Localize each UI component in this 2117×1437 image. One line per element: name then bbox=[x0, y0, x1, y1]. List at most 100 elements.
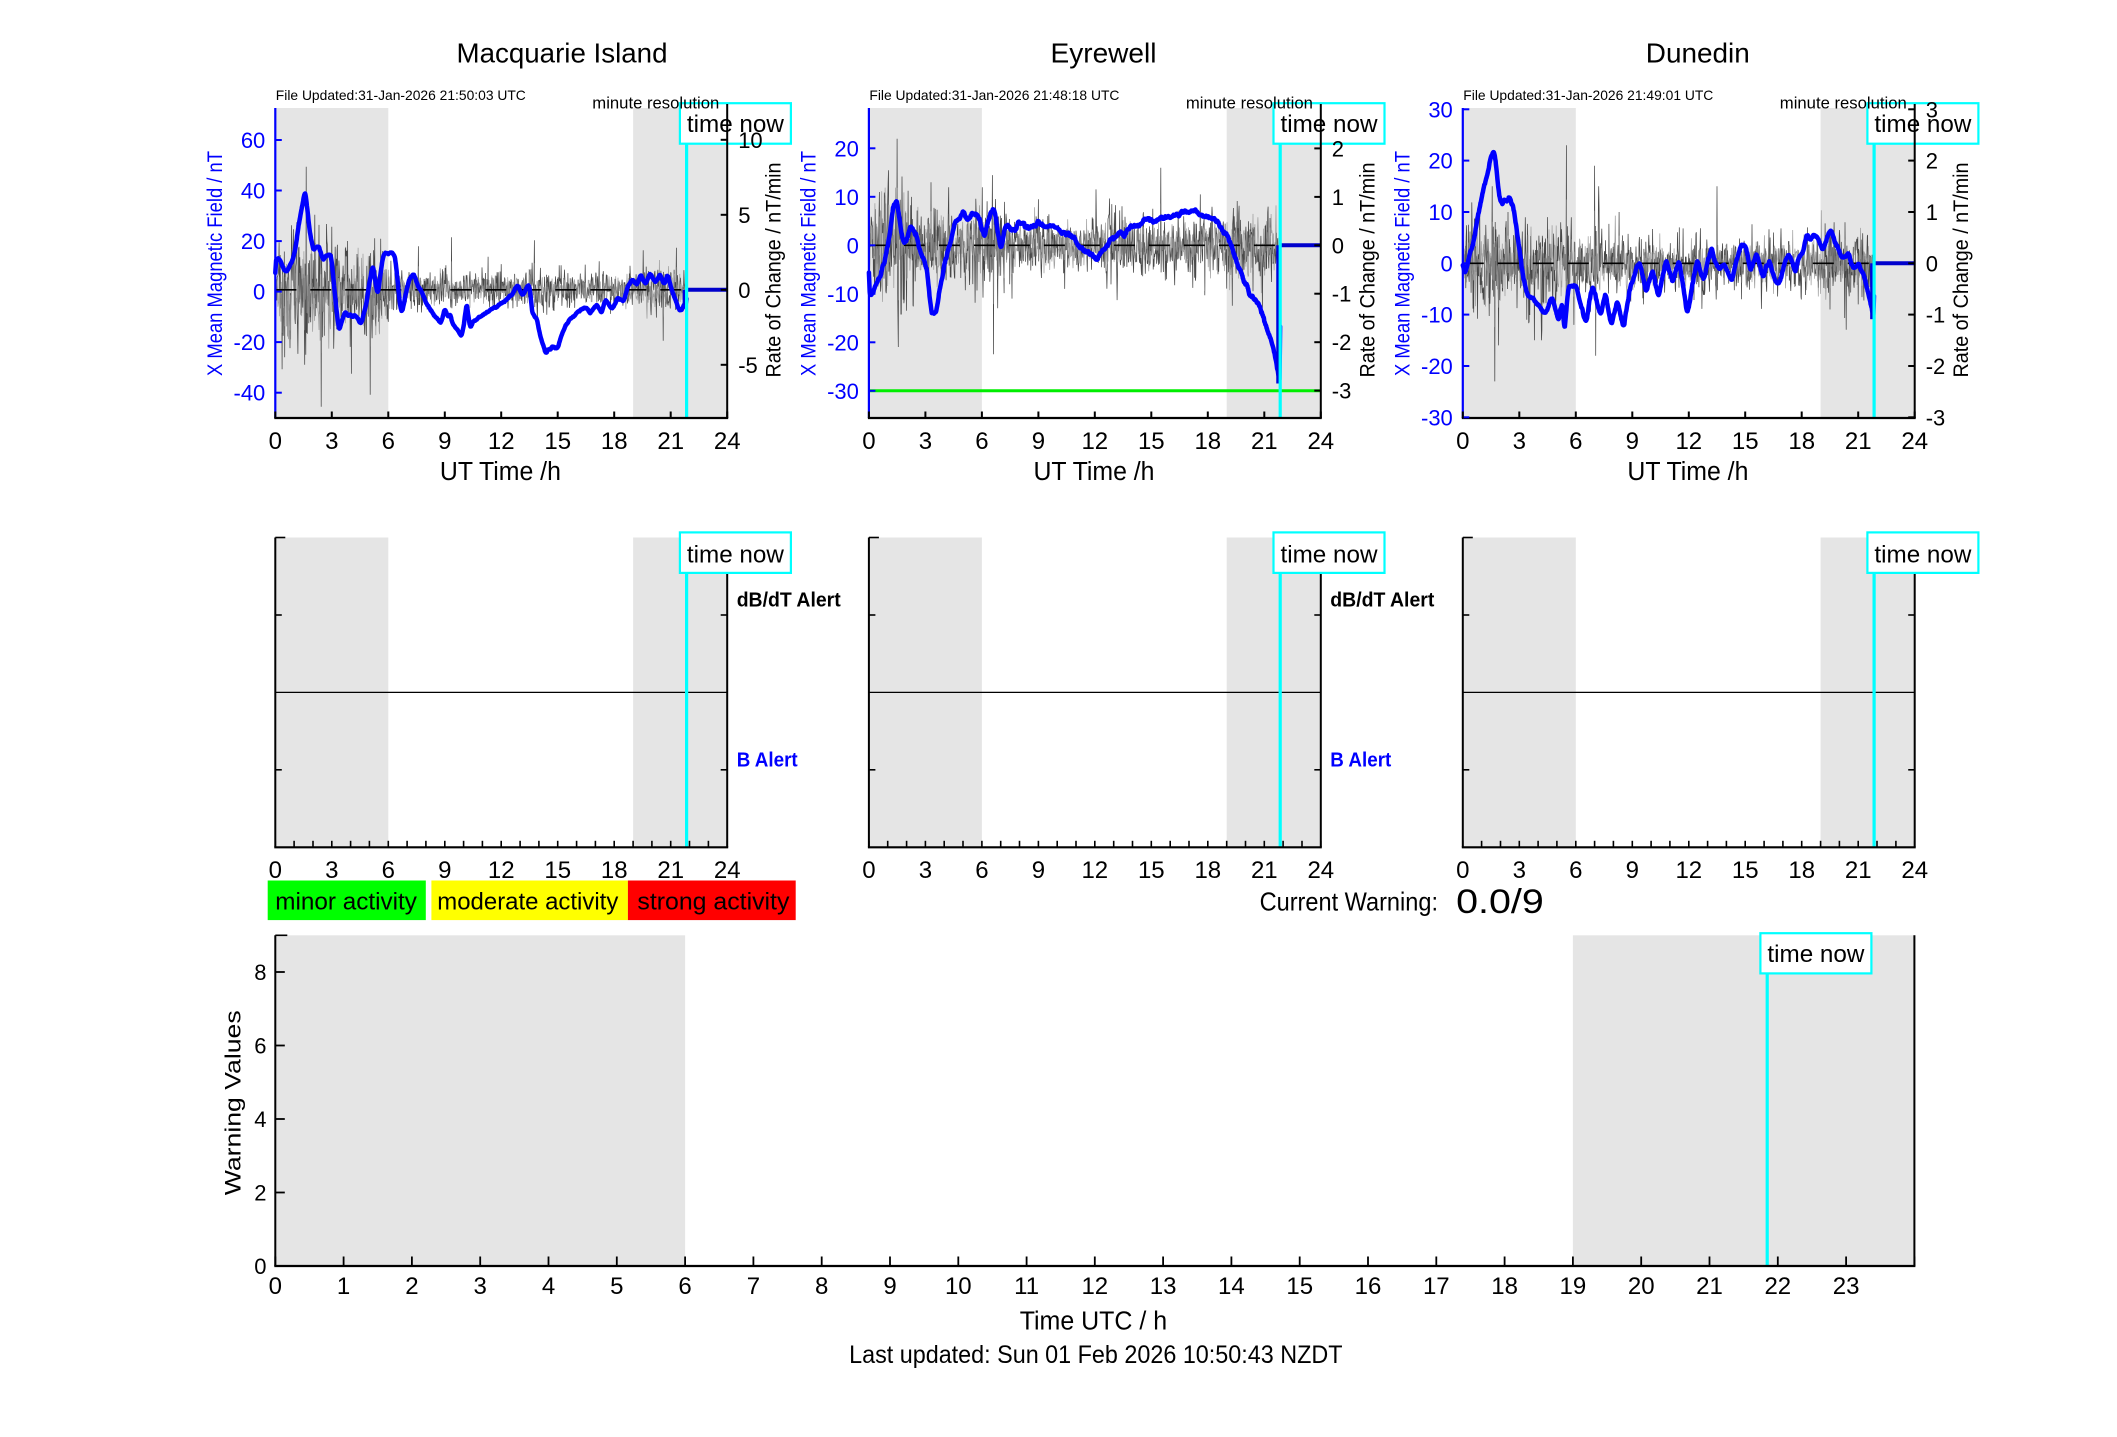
svg-text:18: 18 bbox=[601, 428, 628, 455]
svg-text:15: 15 bbox=[1286, 1273, 1313, 1300]
svg-text:Current Warning:: Current Warning: bbox=[1260, 887, 1438, 917]
svg-text:-2: -2 bbox=[1332, 330, 1352, 355]
svg-text:moderate activity: moderate activity bbox=[437, 889, 618, 916]
svg-text:1: 1 bbox=[1926, 200, 1938, 225]
svg-text:minute resolution: minute resolution bbox=[592, 93, 719, 112]
svg-text:-30: -30 bbox=[827, 379, 859, 404]
svg-text:-20: -20 bbox=[827, 330, 859, 355]
svg-text:-40: -40 bbox=[234, 381, 266, 406]
svg-text:24: 24 bbox=[1307, 428, 1334, 455]
svg-text:15: 15 bbox=[1732, 857, 1759, 884]
svg-text:30: 30 bbox=[1428, 97, 1452, 122]
svg-text:time now: time now bbox=[1281, 111, 1379, 138]
svg-text:time now: time now bbox=[1767, 941, 1865, 968]
svg-text:11: 11 bbox=[1014, 1273, 1039, 1300]
svg-text:6: 6 bbox=[1569, 428, 1582, 455]
svg-text:22: 22 bbox=[1764, 1273, 1791, 1300]
svg-text:X Mean Magnetic Field / nT: X Mean Magnetic Field / nT bbox=[798, 151, 821, 376]
svg-text:9: 9 bbox=[1032, 857, 1045, 884]
svg-text:24: 24 bbox=[714, 428, 741, 455]
svg-text:3: 3 bbox=[325, 857, 338, 884]
svg-text:6: 6 bbox=[678, 1273, 691, 1300]
svg-text:21: 21 bbox=[1251, 428, 1278, 455]
svg-text:minute resolution: minute resolution bbox=[1780, 93, 1907, 112]
svg-text:1: 1 bbox=[337, 1273, 350, 1300]
svg-text:18: 18 bbox=[1491, 1273, 1518, 1300]
svg-text:24: 24 bbox=[1307, 857, 1334, 884]
svg-text:-3: -3 bbox=[1332, 379, 1352, 404]
svg-text:time now: time now bbox=[687, 541, 785, 568]
svg-text:24: 24 bbox=[1901, 428, 1928, 455]
svg-text:UT Time /h: UT Time /h bbox=[440, 458, 561, 486]
svg-text:21: 21 bbox=[1845, 428, 1872, 455]
svg-text:18: 18 bbox=[601, 857, 628, 884]
svg-text:File Updated:31-Jan-2026 21:48: File Updated:31-Jan-2026 21:48:18 UTC bbox=[869, 88, 1119, 103]
svg-text:time now: time now bbox=[687, 111, 785, 138]
svg-text:Eyrewell: Eyrewell bbox=[1051, 38, 1157, 69]
svg-text:20: 20 bbox=[834, 136, 858, 161]
svg-text:40: 40 bbox=[241, 179, 265, 204]
svg-text:1: 1 bbox=[1332, 185, 1344, 210]
svg-text:0: 0 bbox=[269, 428, 282, 455]
svg-text:UT Time /h: UT Time /h bbox=[1627, 458, 1748, 486]
svg-text:12: 12 bbox=[1081, 857, 1108, 884]
svg-text:6: 6 bbox=[975, 857, 988, 884]
svg-text:3: 3 bbox=[919, 428, 932, 455]
svg-text:9: 9 bbox=[438, 857, 451, 884]
svg-text:-30: -30 bbox=[1421, 405, 1453, 430]
svg-text:Macquarie Island: Macquarie Island bbox=[457, 38, 668, 69]
svg-text:Dunedin: Dunedin bbox=[1646, 38, 1750, 69]
svg-text:9: 9 bbox=[438, 428, 451, 455]
svg-text:0: 0 bbox=[1926, 251, 1938, 276]
svg-text:-20: -20 bbox=[234, 330, 266, 355]
svg-text:File Updated:31-Jan-2026 21:50: File Updated:31-Jan-2026 21:50:03 UTC bbox=[276, 88, 526, 103]
svg-text:minor activity: minor activity bbox=[275, 889, 417, 916]
svg-text:0: 0 bbox=[253, 280, 265, 305]
svg-text:9: 9 bbox=[883, 1273, 896, 1300]
svg-text:strong activity: strong activity bbox=[637, 889, 789, 916]
svg-text:-20: -20 bbox=[1421, 354, 1453, 379]
svg-text:6: 6 bbox=[1569, 857, 1582, 884]
svg-text:6: 6 bbox=[254, 1034, 266, 1059]
svg-text:24: 24 bbox=[714, 857, 741, 884]
svg-text:12: 12 bbox=[488, 428, 515, 455]
svg-text:-1: -1 bbox=[1332, 282, 1352, 307]
svg-text:4: 4 bbox=[254, 1107, 266, 1132]
svg-text:7: 7 bbox=[747, 1273, 760, 1300]
svg-text:9: 9 bbox=[1626, 428, 1639, 455]
svg-text:6: 6 bbox=[382, 428, 395, 455]
svg-text:-2: -2 bbox=[1926, 354, 1946, 379]
svg-text:0: 0 bbox=[1456, 428, 1469, 455]
svg-text:10: 10 bbox=[945, 1273, 972, 1300]
svg-text:14: 14 bbox=[1218, 1273, 1245, 1300]
svg-text:5: 5 bbox=[610, 1273, 623, 1300]
svg-text:12: 12 bbox=[1081, 1273, 1108, 1300]
svg-text:15: 15 bbox=[544, 428, 571, 455]
svg-text:6: 6 bbox=[975, 428, 988, 455]
svg-text:0: 0 bbox=[269, 1273, 282, 1300]
svg-text:8: 8 bbox=[815, 1273, 828, 1300]
svg-text:Time UTC / h: Time UTC / h bbox=[1020, 1308, 1167, 1336]
svg-text:-5: -5 bbox=[738, 353, 758, 378]
svg-text:18: 18 bbox=[1788, 428, 1815, 455]
svg-text:3: 3 bbox=[1513, 857, 1526, 884]
svg-text:3: 3 bbox=[325, 428, 338, 455]
svg-text:10: 10 bbox=[738, 128, 762, 153]
svg-text:12: 12 bbox=[1675, 428, 1702, 455]
svg-text:3: 3 bbox=[474, 1273, 487, 1300]
svg-text:X Mean Magnetic Field / nT: X Mean Magnetic Field / nT bbox=[1392, 151, 1415, 376]
svg-text:9: 9 bbox=[1626, 857, 1639, 884]
svg-text:21: 21 bbox=[657, 428, 684, 455]
svg-text:Warning Values: Warning Values bbox=[220, 1010, 245, 1195]
svg-text:dB/dT Alert: dB/dT Alert bbox=[1330, 588, 1434, 611]
svg-text:-1: -1 bbox=[1926, 303, 1946, 328]
svg-text:2: 2 bbox=[1926, 149, 1938, 174]
svg-text:20: 20 bbox=[241, 229, 265, 254]
svg-text:Last updated: Sun 01 Feb 2026: Last updated: Sun 01 Feb 2026 10:50:43 N… bbox=[849, 1341, 1342, 1369]
svg-text:time now: time now bbox=[1281, 541, 1379, 568]
svg-text:Rate of Change / nT/min: Rate of Change / nT/min bbox=[762, 163, 786, 378]
svg-text:5: 5 bbox=[738, 203, 750, 228]
svg-text:20: 20 bbox=[1428, 149, 1452, 174]
svg-text:-10: -10 bbox=[1421, 303, 1453, 328]
svg-text:-10: -10 bbox=[827, 282, 859, 307]
